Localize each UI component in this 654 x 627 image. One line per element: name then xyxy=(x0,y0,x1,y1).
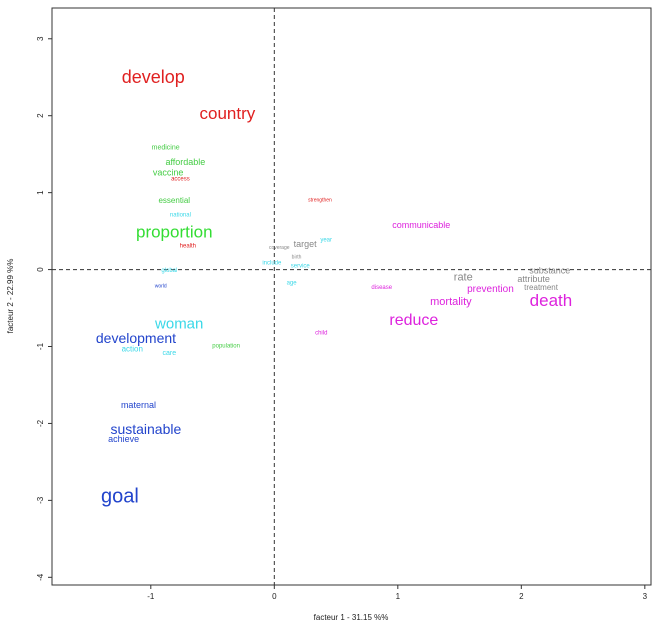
word-label-communicable: communicable xyxy=(392,220,450,230)
word-label-national: national xyxy=(170,213,191,219)
word-label-year: year xyxy=(320,237,332,243)
y-tick-label: 1 xyxy=(36,190,45,195)
word-label-maternal: maternal xyxy=(121,400,156,410)
word-label-health: health xyxy=(180,243,196,249)
word-label-target: target xyxy=(294,239,318,249)
y-axis-ticks: -4 -3 -2 -1 0 1 2 3 xyxy=(36,36,52,581)
word-label-essential: essential xyxy=(158,196,190,205)
y-tick-label: -1 xyxy=(36,342,45,350)
y-tick-label: -3 xyxy=(36,496,45,504)
word-label-vaccine: vaccine xyxy=(153,168,184,178)
word-label-affordable: affordable xyxy=(165,157,205,167)
word-label-global: global xyxy=(161,268,177,274)
x-tick-label: 0 xyxy=(272,592,277,601)
word-label-service: service xyxy=(291,263,311,269)
y-axis-label: facteur 2 - 22.99 %% xyxy=(6,259,15,334)
word-label-treatment: treatment xyxy=(524,283,559,292)
word-label-medicine: medicine xyxy=(152,145,180,152)
word-label-access: access xyxy=(171,177,190,183)
word-label-action: action xyxy=(122,344,143,353)
word-label-age: age xyxy=(287,280,298,286)
word-label-reduce: reduce xyxy=(389,312,438,329)
word-label-mortality: mortality xyxy=(430,296,472,308)
word-label-country: country xyxy=(200,104,256,123)
word-labels: developcountrymedicineaffordablevaccinea… xyxy=(96,67,572,507)
word-label-proportion: proportion xyxy=(136,222,213,241)
y-tick-label: 2 xyxy=(36,113,45,118)
word-label-goal: goal xyxy=(101,486,139,508)
word-label-substance: substance xyxy=(529,265,570,275)
word-label-rate: rate xyxy=(454,271,473,283)
word-label-achieve: achieve xyxy=(108,434,139,444)
plot-frame xyxy=(51,7,652,586)
x-tick-label: 3 xyxy=(643,592,648,601)
y-tick-label: 0 xyxy=(36,267,45,272)
word-label-coverage: coverage xyxy=(269,245,290,251)
y-tick-label: -4 xyxy=(36,573,45,581)
word-label-disease: disease xyxy=(371,285,392,291)
y-tick-label: 3 xyxy=(36,36,45,41)
word-label-care: care xyxy=(163,350,177,357)
word-label-strengthen: strengthen xyxy=(308,197,332,203)
word-label-woman: woman xyxy=(154,316,203,333)
word-label-sustainable: sustainable xyxy=(110,421,181,437)
x-tick-label: 1 xyxy=(396,592,401,601)
x-tick-label: 2 xyxy=(519,592,524,601)
word-label-develop: develop xyxy=(122,67,185,87)
y-tick-label: -2 xyxy=(36,419,45,427)
word-label-include: include xyxy=(262,260,282,266)
word-label-prevention: prevention xyxy=(467,284,514,295)
x-tick-label: -1 xyxy=(147,592,155,601)
word-label-development: development xyxy=(96,330,176,346)
word-label-world: world xyxy=(155,283,167,289)
word-label-population: population xyxy=(212,344,240,350)
word-label-attribute: attribute xyxy=(517,274,550,284)
word-label-birth: birth xyxy=(292,254,302,260)
x-axis-label: facteur 1 - 31.15 %% xyxy=(314,613,389,622)
x-axis-ticks: -1 0 1 2 3 xyxy=(147,585,648,601)
word-label-death: death xyxy=(530,291,573,310)
word-label-child: child xyxy=(315,330,327,336)
